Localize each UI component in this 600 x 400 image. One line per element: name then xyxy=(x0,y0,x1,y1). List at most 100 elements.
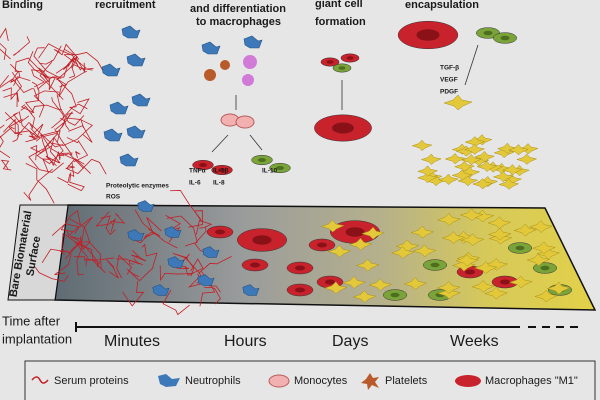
protein xyxy=(38,67,56,91)
protein xyxy=(0,27,9,60)
fibroblast xyxy=(528,220,553,233)
fibroblast xyxy=(473,150,496,163)
protein xyxy=(36,136,64,165)
label: TNFα xyxy=(189,168,206,175)
label: IL-6 xyxy=(189,180,201,187)
nucleus xyxy=(252,235,272,245)
nucleus xyxy=(430,262,440,268)
protein xyxy=(56,94,85,126)
protein xyxy=(33,90,60,118)
fibroblast xyxy=(444,153,466,165)
protein xyxy=(185,256,232,274)
monocyte xyxy=(235,115,255,129)
protein xyxy=(33,47,62,79)
timeline-title: implantation xyxy=(2,331,72,346)
protein xyxy=(12,36,31,56)
protein xyxy=(172,252,195,277)
stage-title: giant cell xyxy=(315,0,363,10)
fibroblast xyxy=(436,212,461,226)
nucleus xyxy=(465,269,475,275)
fibroblast xyxy=(390,246,415,259)
protein xyxy=(23,168,53,201)
protein xyxy=(159,265,194,282)
protein xyxy=(5,112,30,124)
nucleus xyxy=(250,262,260,268)
protein xyxy=(0,159,12,171)
mast xyxy=(243,55,257,69)
fibroblast xyxy=(403,277,428,290)
fibroblast xyxy=(501,164,524,176)
protein xyxy=(35,266,69,282)
time-label: Minutes xyxy=(104,333,160,350)
timeline-title: Time after xyxy=(2,313,61,328)
nucleus xyxy=(416,29,440,41)
protein xyxy=(43,117,66,137)
protein xyxy=(68,125,93,143)
protein xyxy=(40,133,64,157)
protein xyxy=(95,211,117,232)
fibroblast xyxy=(320,219,345,233)
protein xyxy=(10,63,21,83)
fibroblast xyxy=(420,153,442,165)
nucleus xyxy=(540,265,550,271)
fibroblast xyxy=(327,244,352,258)
neutrophil xyxy=(164,226,182,238)
nucleus xyxy=(345,227,365,237)
label: Proteolytic enzymes xyxy=(106,183,169,190)
fibroblast xyxy=(484,286,509,300)
label: IL-10 xyxy=(262,168,278,175)
legend-label: Serum proteins xyxy=(54,375,129,387)
fibroblast xyxy=(443,94,473,111)
fibroblast xyxy=(470,209,495,223)
fibroblast xyxy=(368,278,393,291)
protein xyxy=(60,210,81,232)
protein xyxy=(100,215,116,236)
protein xyxy=(64,233,102,270)
protein xyxy=(75,151,81,159)
fibroblast xyxy=(453,160,476,172)
fibroblast xyxy=(531,241,557,255)
legend-icon xyxy=(268,374,290,388)
protein xyxy=(66,137,89,163)
fibroblast xyxy=(323,281,348,295)
time-label: Days xyxy=(332,333,368,350)
arrow xyxy=(249,134,263,151)
fibroblast xyxy=(546,281,571,295)
protein xyxy=(203,286,221,305)
fibroblast xyxy=(516,153,538,165)
protein xyxy=(25,163,55,204)
nucleus xyxy=(199,163,207,167)
neutrophil xyxy=(121,25,141,39)
label: TGF-β xyxy=(440,65,459,72)
protein xyxy=(0,127,15,138)
legend-label: Monocytes xyxy=(294,375,348,387)
neutrophil xyxy=(201,41,221,55)
protein xyxy=(56,64,94,81)
stage-title: to macrophages xyxy=(196,16,281,28)
protein xyxy=(64,111,84,128)
biomaterial-surface xyxy=(54,204,597,311)
neutrophil xyxy=(109,101,129,115)
nucleus xyxy=(390,292,400,298)
protein xyxy=(20,100,40,114)
protein xyxy=(116,254,132,279)
time-label: Weeks xyxy=(450,333,499,350)
fibroblast xyxy=(436,281,461,294)
nucleus xyxy=(500,279,510,285)
protein xyxy=(162,289,190,316)
protein xyxy=(0,48,11,60)
label: VEGF xyxy=(440,77,458,84)
fibroblast xyxy=(473,261,498,274)
fibroblast xyxy=(460,154,482,166)
neutrophil xyxy=(119,153,139,167)
protein xyxy=(131,250,147,262)
protein xyxy=(58,70,88,98)
protein xyxy=(25,135,42,143)
protein xyxy=(51,97,70,131)
neutrophil xyxy=(202,246,220,258)
protein xyxy=(42,74,60,83)
legend-box xyxy=(24,360,596,400)
protein xyxy=(51,119,93,146)
protein xyxy=(73,256,115,261)
